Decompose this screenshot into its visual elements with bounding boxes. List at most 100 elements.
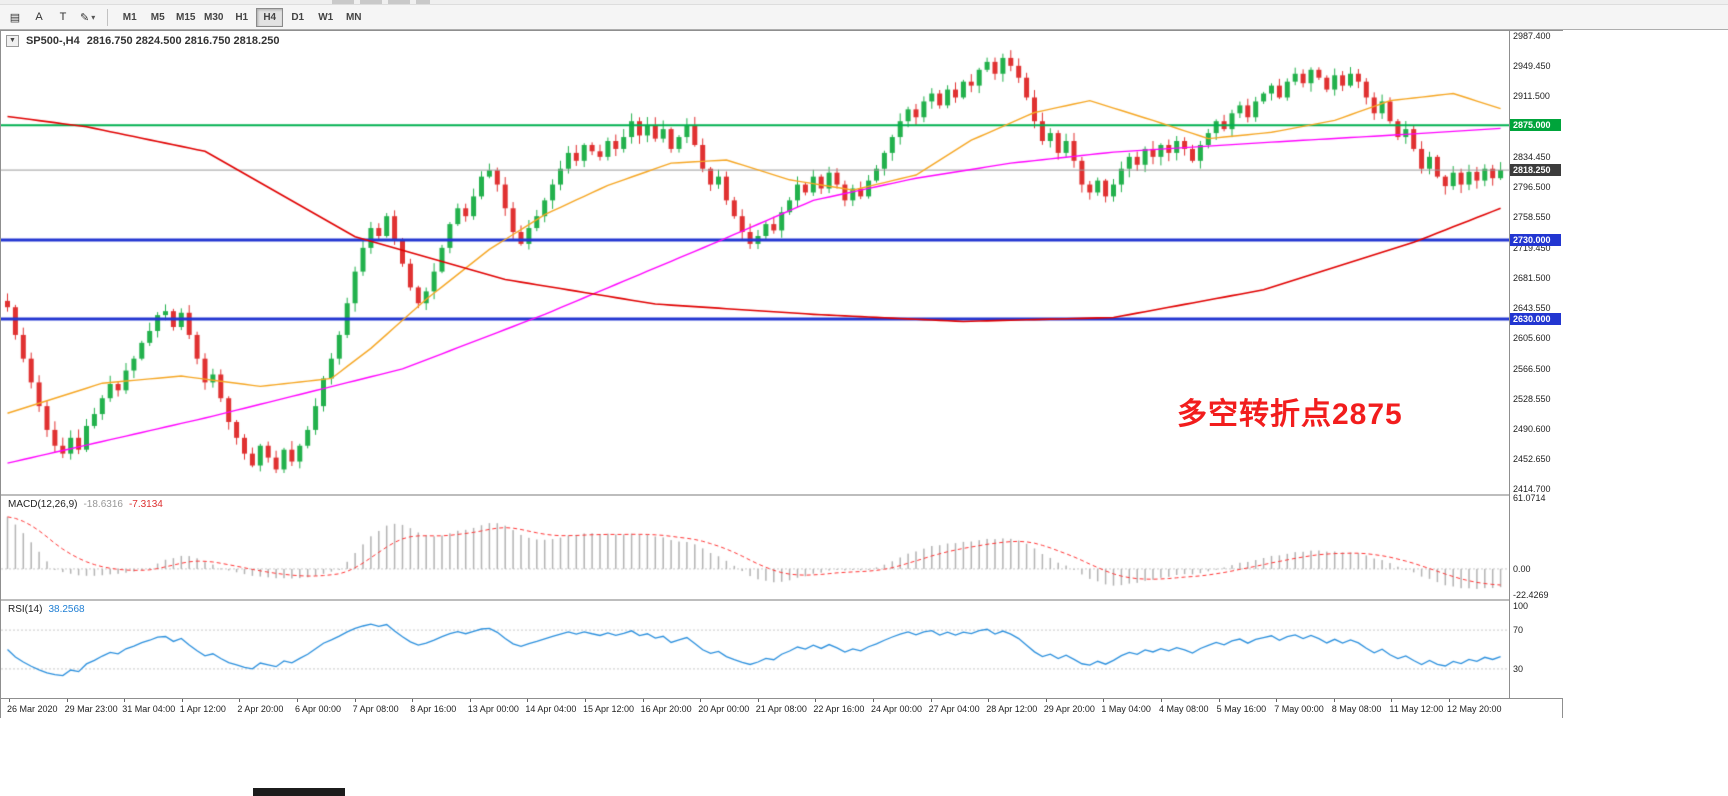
arrow-mode-button[interactable]: A xyxy=(28,7,50,27)
support2-price-marker: 2630.000 xyxy=(1510,313,1561,326)
time-axis-tick xyxy=(1333,699,1335,702)
time-axis-label: 7 Apr 08:00 xyxy=(352,704,399,714)
price-axis-label: 2452.650 xyxy=(1513,454,1551,465)
time-axis-label: 13 Apr 00:00 xyxy=(467,704,519,714)
time-axis-tick xyxy=(124,699,126,702)
time-axis-tick xyxy=(469,699,471,702)
macd-axis-label: -22.4269 xyxy=(1513,589,1549,600)
charts-grid-button[interactable]: ▤ xyxy=(4,7,26,27)
time-axis-tick xyxy=(66,699,68,702)
price-axis-label: 2758.550 xyxy=(1513,212,1551,223)
time-axis-label: 12 May 20:00 xyxy=(1447,704,1502,714)
time-axis-label: 4 May 08:00 xyxy=(1159,704,1209,714)
price-axis-label: 2834.450 xyxy=(1513,152,1551,163)
time-axis-label: 22 Apr 16:00 xyxy=(813,704,865,714)
panel-splitter[interactable] xyxy=(1,599,1562,601)
timeframe-m1[interactable]: M1 xyxy=(116,8,143,27)
price-axis-label: 2681.500 xyxy=(1513,273,1551,284)
time-axis-tick xyxy=(930,699,932,702)
time-axis-tick xyxy=(642,699,644,702)
time-axis-tick xyxy=(873,699,874,702)
time-axis-tick xyxy=(1218,699,1220,702)
text-tool-button[interactable]: T xyxy=(52,7,74,27)
time-axis-label: 14 Apr 04:00 xyxy=(525,704,577,714)
time-axis-tick xyxy=(354,699,356,702)
price-axis-label: 2643.550 xyxy=(1513,303,1551,314)
timeframe-h4[interactable]: H4 xyxy=(256,7,284,27)
time-axis-label: 20 Apr 00:00 xyxy=(698,704,750,714)
price-axis-label: 2949.450 xyxy=(1513,61,1551,72)
rsi-label: RSI(14) xyxy=(8,604,43,615)
pencil-icon: ✎ xyxy=(80,11,90,24)
time-axis-label: 29 Mar 23:00 xyxy=(64,704,118,714)
time-axis-tick xyxy=(239,699,241,702)
macd-axis-label: 61.0714 xyxy=(1513,493,1546,504)
rsi-value: 38.2568 xyxy=(48,604,85,615)
macd-chart-canvas[interactable] xyxy=(1,496,1509,599)
main-chart-panel[interactable]: ▼ SP500-,H4 2816.750 2824.500 2816.750 2… xyxy=(1,31,1509,494)
price-axis-label: 2605.600 xyxy=(1513,333,1551,344)
rsi-axis-label: 100 xyxy=(1513,601,1529,611)
timeframe-buttons: M1 M5 M15 M30 H1 H4 D1 W1 MN xyxy=(116,7,368,27)
time-axis-label: 1 Apr 12:00 xyxy=(179,704,226,714)
timeframe-m5[interactable]: M5 xyxy=(144,8,171,27)
price-axis-label: 2911.500 xyxy=(1513,91,1550,102)
timeframe-d1[interactable]: D1 xyxy=(284,8,311,27)
price-axis-label: 2987.400 xyxy=(1513,31,1551,42)
time-axis-tick xyxy=(700,699,702,702)
time-axis-label: 5 May 16:00 xyxy=(1216,704,1267,714)
price-axis[interactable]: 2987.4002949.4502911.5002873.5502834.450… xyxy=(1509,31,1563,698)
rsi-axis-label: 70 xyxy=(1513,625,1524,636)
price-axis-label: 2490.600 xyxy=(1513,424,1551,435)
time-axis-label: 28 Apr 12:00 xyxy=(986,704,1038,714)
timeframe-m30[interactable]: M30 xyxy=(200,8,227,27)
chevron-down-icon: ▾ xyxy=(91,12,96,22)
time-axis[interactable]: 26 Mar 2020 29 Mar 23:00 31 Mar 04:00 1 Apr… xyxy=(1,698,1562,718)
price-axis-label: 2719.450 xyxy=(1513,243,1551,254)
time-axis-tick xyxy=(1161,699,1162,702)
macd-axis-label: 0.00 xyxy=(1513,563,1531,574)
cropped-toolbar-icon xyxy=(360,0,382,4)
time-axis-tick xyxy=(527,699,529,702)
timeframe-m15[interactable]: M15 xyxy=(172,8,199,27)
resistance-price-marker: 2875.000 xyxy=(1510,119,1561,132)
panel-splitter[interactable] xyxy=(1,494,1562,496)
timeframe-w1[interactable]: W1 xyxy=(312,8,339,27)
main-toolbar: ▤ A T ✎ ▾ M1 M5 M15 M30 H1 H4 D1 W1 MN xyxy=(0,5,1728,30)
macd-signal-value: -7.3134 xyxy=(128,499,163,510)
time-axis-tick xyxy=(1391,699,1393,702)
time-axis-tick xyxy=(757,699,759,702)
time-axis-label: 2 Apr 20:00 xyxy=(237,704,284,714)
time-axis-label: 7 May 00:00 xyxy=(1274,704,1324,714)
rsi-panel[interactable]: RSI(14) 38.2568 xyxy=(1,601,1509,698)
timeframe-mn[interactable]: MN xyxy=(340,8,367,27)
time-axis-label: 31 Mar 04:00 xyxy=(122,704,176,714)
chart-window: ▼ SP500-,H4 2816.750 2824.500 2816.750 2… xyxy=(0,30,1563,718)
time-axis-tick xyxy=(412,699,414,702)
draw-tools-button[interactable]: ✎ ▾ xyxy=(76,7,99,27)
time-axis-label: 26 Mar 2020 xyxy=(7,704,58,714)
chart-annotation-text: 多空转折点2875 xyxy=(1177,398,1403,431)
time-axis-tick xyxy=(815,699,817,702)
time-axis-label: 29 Apr 20:00 xyxy=(1043,704,1095,714)
rsi-chart-canvas[interactable] xyxy=(1,601,1509,698)
time-axis-tick xyxy=(181,699,183,702)
time-axis-tick xyxy=(1045,699,1047,702)
time-axis-tick xyxy=(988,699,990,702)
time-axis-label: 8 May 08:00 xyxy=(1331,704,1382,714)
time-axis-label: 21 Apr 08:00 xyxy=(755,704,807,714)
time-axis-label: 8 Apr 16:00 xyxy=(410,704,457,714)
time-axis-label: 11 May 12:00 xyxy=(1389,704,1444,714)
rsi-axis-label: 30 xyxy=(1513,663,1524,674)
cropped-toolbar-icon xyxy=(416,0,430,4)
macd-label: MACD(12,26,9) xyxy=(8,499,78,510)
rsi-header: RSI(14) 38.2568 xyxy=(8,604,85,615)
price-axis-label: 2796.500 xyxy=(1513,182,1551,193)
timeframe-h1[interactable]: H1 xyxy=(228,8,255,27)
symbol-dropdown-button[interactable]: ▼ xyxy=(6,35,19,47)
window-top-edge xyxy=(0,0,1728,5)
candlestick-chart-canvas[interactable] xyxy=(1,31,1509,494)
time-axis-tick xyxy=(297,699,298,702)
time-axis-tick xyxy=(1276,699,1278,702)
macd-panel[interactable]: MACD(12,26,9) -18.6316 -7.3134 xyxy=(1,496,1509,599)
